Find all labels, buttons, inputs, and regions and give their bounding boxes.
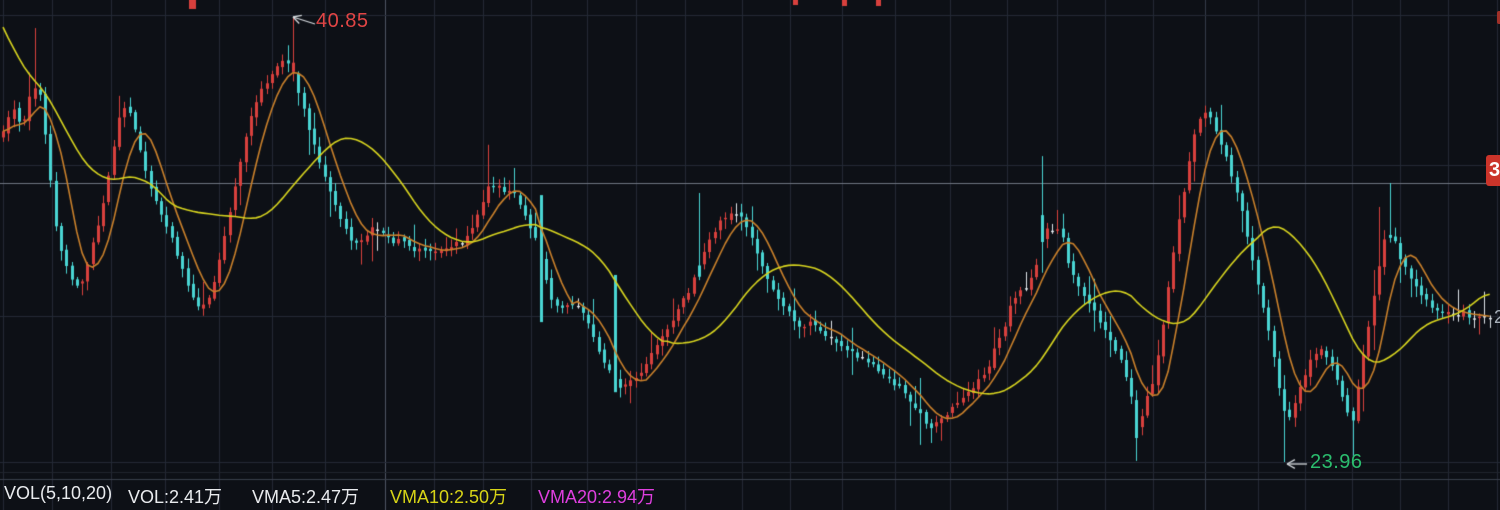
vol-indicator-name: VOL(5,10,20)	[4, 483, 113, 503]
volume-indicator-header: VOL(5,10,20) VOL:2.41万 VMA5:2.47万 VMA10:…	[0, 483, 1500, 509]
vma5-value: VMA5:2.47万	[252, 487, 360, 507]
vol-value: VOL:2.41万	[128, 487, 223, 507]
right-axis-partial-label: 2	[1494, 307, 1500, 327]
right-axis-price-tag: 3	[1486, 155, 1500, 186]
vma20-value: VMA20:2.94万	[538, 487, 656, 507]
lowest-price-annotation: 23.96	[1310, 451, 1363, 473]
vma10-value: VMA10:2.50万	[390, 487, 508, 507]
highest-price-annotation: 40.85	[316, 10, 369, 32]
right-axis-clipped-tag	[1497, 11, 1500, 24]
